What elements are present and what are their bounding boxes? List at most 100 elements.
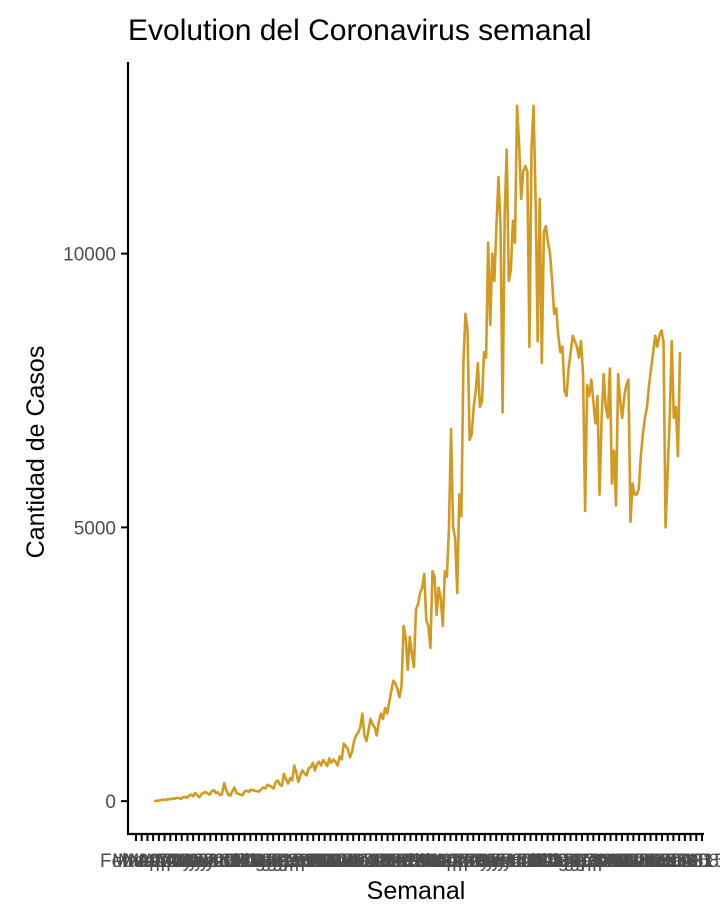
x-tick-label: Mar 20	[421, 851, 480, 872]
x-tick-label: Jul 24	[528, 851, 579, 872]
x-tick-label: Sep 18	[569, 851, 629, 872]
x-tick-label: May 08	[459, 851, 521, 872]
x-tick-label: Dec 18	[643, 851, 703, 872]
x-tick-label: May 22	[471, 851, 533, 872]
x-tick-label: Jul 31	[534, 851, 585, 872]
x-tick-label: Jan 22	[645, 851, 702, 872]
x-tick-label: Oct 16	[594, 851, 650, 872]
x-tick-label: Nov 06	[609, 851, 669, 872]
x-tick-label: Jun 27	[205, 851, 262, 872]
x-tick-label: Jan 16	[370, 851, 427, 872]
x-tick-label: Dec 05	[335, 851, 395, 872]
x-tick-label: Jul 11	[220, 851, 269, 872]
x-tick-label: Aug 29	[255, 851, 315, 872]
x-tick-label: Apr 25	[154, 851, 210, 872]
x-tick-label: Sep 05	[260, 851, 320, 872]
x-tick-label: Apr 10	[440, 851, 496, 872]
y-tick-label: 10000	[63, 245, 116, 266]
x-tick-label: Aug 14	[540, 851, 601, 872]
x-tick-label: Jan 15	[668, 851, 720, 872]
x-tick-label: Oct 17	[297, 851, 353, 872]
x-tick-label: Nov 07	[312, 851, 372, 872]
x-tick-label: Dec 25	[649, 851, 709, 872]
x-tick-label: Jul 03	[511, 851, 562, 872]
x-tick-label: Jan 08	[662, 851, 719, 872]
x-tick-label: May 30	[179, 851, 241, 872]
x-tick-label: Aug 22	[249, 851, 309, 872]
x-tick-label: Feb 13	[392, 851, 451, 872]
x-tick-label: Dec 19	[346, 851, 406, 872]
x-tick-label: Dec 26	[352, 851, 412, 872]
series-line	[153, 104, 682, 803]
x-tick-label: Jun 19	[496, 851, 553, 872]
x-tick-label: Jun 26	[502, 851, 559, 872]
x-tick-label: Oct 03	[285, 851, 341, 872]
x-tick-label: Jan 01	[656, 851, 713, 872]
x-tick-label: Aug 07	[535, 851, 595, 872]
x-tick-label: Apr 11	[143, 851, 198, 872]
x-tick-label: Aug 01	[232, 851, 292, 872]
x-tick-label: Jul 17	[522, 851, 573, 872]
x-tick-label: Jul 10	[517, 851, 568, 872]
x-tick-label: Mar 14	[118, 851, 178, 872]
y-tick-label: 5000	[74, 518, 116, 539]
x-tick-label: May 23	[173, 851, 235, 872]
x-tick-label: Sep 25	[575, 851, 635, 872]
x-tick-label: Sep 26	[277, 851, 337, 872]
x-tick-label: Apr 04	[137, 851, 193, 872]
x-tick-label: Jul 25	[231, 851, 282, 872]
x-tick-label: Aug 28	[552, 851, 612, 872]
y-tick-label: 0	[105, 792, 116, 813]
plot-area	[153, 104, 682, 803]
x-tick-label: Oct 09	[588, 851, 644, 872]
x-tick-label: Sep 12	[266, 851, 326, 872]
x-tick-label: Oct 30	[605, 851, 661, 872]
x-tick-label: Nov 27	[626, 851, 686, 872]
x-tick-label: Jun 12	[491, 851, 548, 872]
x-tick-label: Oct 23	[600, 851, 656, 872]
x-tick-label: Apr 18	[148, 851, 204, 872]
x-tick-label: Dec 04	[632, 851, 693, 872]
x-tick-label: Sep 11	[564, 851, 623, 872]
x-tick-label: May 09	[162, 851, 224, 872]
x-tick-label: Feb 27	[404, 851, 463, 872]
x-tick-label: Dec 12	[340, 851, 400, 872]
x-tick-label: Jul 18	[225, 851, 276, 872]
x-tick-label: Feb 29	[100, 851, 159, 872]
x-tick-label: Jul 04	[214, 851, 265, 872]
x-tick-label: Jan 09	[365, 851, 422, 872]
x-tick-label: May 01	[454, 851, 516, 872]
chart-title: Evolution del Coronavirus semanal	[128, 14, 592, 47]
x-tick-label: Jan 30	[382, 851, 439, 872]
x-tick-label: Oct 02	[583, 851, 639, 872]
x-tick-label: Sep 04	[558, 851, 619, 872]
x-tick-label: Mar 13	[415, 851, 474, 872]
x-tick-label: Mar 27	[427, 851, 486, 872]
x-tick-label: Nov 28	[329, 851, 389, 872]
x-tick-label: Aug 15	[243, 851, 303, 872]
x-tick-label: Jan 02	[359, 851, 416, 872]
y-axis-title: Cantidad de Casos	[22, 346, 50, 559]
x-tick-label: Aug 21	[546, 851, 606, 872]
x-tick-label: Nov 21	[323, 851, 383, 872]
x-tick-label: Aug 08	[237, 851, 297, 872]
x-tick-label: Mar 28	[129, 851, 188, 872]
x-tick-label: Jun 13	[193, 851, 250, 872]
x-tick-label: May 29	[476, 851, 538, 872]
x-tick-label: Apr 24	[451, 851, 507, 872]
x-tick-label: Sep 19	[272, 851, 332, 872]
x-tick-label: Jun 20	[199, 851, 256, 872]
x-tick-label: Feb 20	[398, 851, 457, 872]
x-tick-label: Mar 07	[112, 851, 171, 872]
x-tick-label: Mar 06	[409, 851, 468, 872]
x-tick-label: Jun 06	[188, 851, 245, 872]
x-tick-label: Nov 13	[615, 851, 675, 872]
x-tick-label: Nov 14	[317, 851, 378, 872]
x-tick-label: Mar 21	[124, 851, 183, 872]
x-tick-label: Apr 17	[445, 851, 501, 872]
x-tick-label: Oct 24	[302, 851, 358, 872]
x-tick-label: May 16	[168, 851, 230, 872]
x-axis-title: Semanal	[367, 877, 466, 905]
x-tick-label: May 15	[465, 851, 527, 872]
